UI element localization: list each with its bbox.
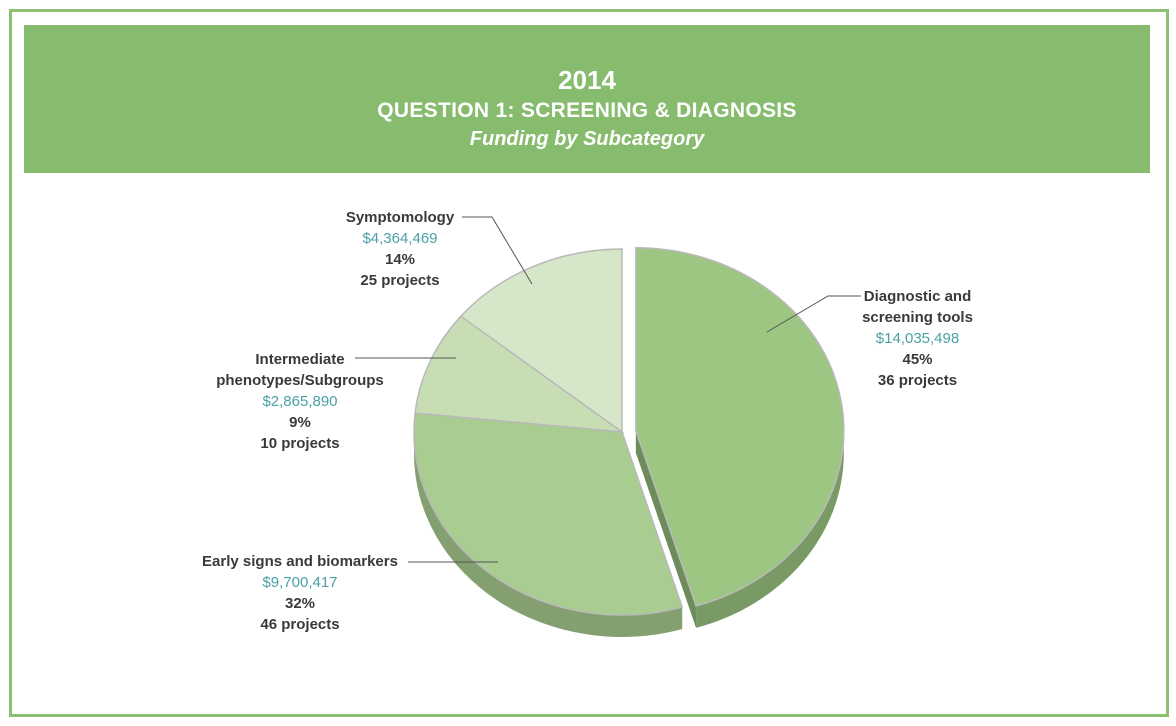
slice-amount: $14,035,498	[875, 330, 960, 347]
label-symptomology: Symptomology $4,364,469 14% 25 projects	[320, 207, 480, 291]
slice-projects: 46 projects	[260, 616, 340, 633]
slice-name: Diagnostic and	[863, 288, 972, 305]
label-diagnostic-screening: Diagnostic and screening tools $14,035,4…	[820, 286, 1015, 391]
pie-slice	[414, 315, 625, 433]
slice-projects: 25 projects	[360, 272, 440, 289]
slice-percent: 32%	[284, 595, 316, 612]
slice-projects: 36 projects	[877, 372, 958, 389]
pie-slice-face	[635, 430, 697, 628]
slice-percent: 14%	[384, 251, 416, 268]
slice-amount: $2,865,890	[262, 393, 338, 410]
chart-subtitle: Funding by Subcategory	[469, 128, 705, 150]
slice-projects: 10 projects	[260, 435, 340, 452]
pie-slice-side	[414, 432, 683, 637]
slice-amount: $4,364,469	[362, 230, 438, 247]
title-banner: 2014 QUESTION 1: SCREENING & DIAGNOSIS F…	[24, 25, 1150, 173]
slice-name: phenotypes/Subgroups	[216, 372, 384, 389]
leader-line	[462, 216, 533, 285]
slice-name: screening tools	[862, 309, 973, 326]
label-early-signs: Early signs and biomarkers $9,700,417 32…	[190, 551, 410, 635]
label-intermediate-phenotypes: Intermediate phenotypes/Subgroups $2,865…	[195, 349, 405, 454]
leader-line	[766, 295, 861, 333]
pie-slice	[413, 412, 684, 616]
slice-name: Early signs and biomarkers	[202, 553, 398, 570]
slice-percent: 9%	[289, 414, 311, 431]
chart-question: QUESTION 1: SCREENING & DIAGNOSIS	[377, 99, 797, 122]
pie-slice	[635, 247, 845, 607]
slice-percent: 45%	[902, 351, 933, 368]
pie-slice	[459, 248, 623, 434]
slice-name: Symptomology	[345, 209, 455, 226]
slice-name: Intermediate	[255, 351, 345, 368]
slice-amount: $9,700,417	[262, 574, 338, 591]
chart-year: 2014	[558, 65, 616, 95]
pie-slice-side	[696, 430, 844, 628]
